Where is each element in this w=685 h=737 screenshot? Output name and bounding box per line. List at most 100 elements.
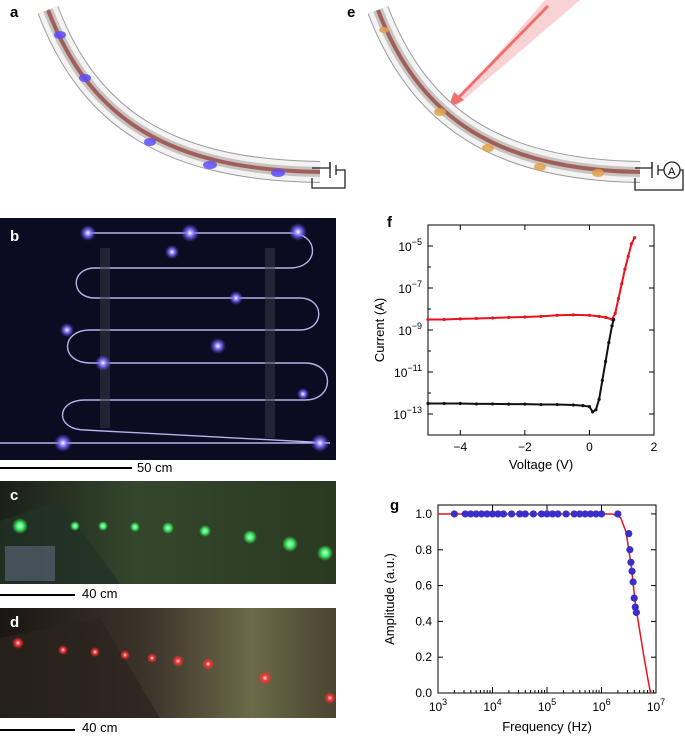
- data-point: [507, 510, 516, 518]
- x-tick-label: 107: [647, 697, 665, 714]
- scale-bar-d: [0, 729, 75, 731]
- series-line: [428, 319, 615, 414]
- data-point: [587, 510, 595, 518]
- data-point: [603, 359, 608, 364]
- x-tick-label: −4: [453, 440, 467, 454]
- data-point: [537, 510, 546, 518]
- data-point: [592, 510, 600, 518]
- detector-dot: [534, 163, 546, 171]
- x-tick-label: 0: [586, 440, 593, 454]
- photo-d: [0, 608, 336, 718]
- x-tick-label: 105: [538, 697, 556, 714]
- data-point: [597, 510, 606, 518]
- blue-emitter-dot: [203, 161, 217, 169]
- data-series: [426, 236, 637, 322]
- data-point: [507, 402, 511, 406]
- data-point: [562, 510, 570, 518]
- panel-label-e: e: [347, 4, 356, 21]
- photo-c-drawing: [0, 481, 336, 584]
- data-point: [626, 254, 630, 259]
- photo-b-drawing: [0, 218, 336, 460]
- data-point: [529, 510, 537, 518]
- series-line: [428, 237, 636, 321]
- data-point: [426, 317, 430, 322]
- data-point: [523, 402, 527, 406]
- data-point: [458, 317, 462, 321]
- y-tick-label: 10−11: [394, 363, 422, 380]
- x-tick-label: 103: [429, 697, 447, 714]
- data-point: [539, 314, 543, 318]
- data-point: [632, 608, 640, 617]
- data-point: [548, 510, 557, 518]
- data-point: [623, 267, 627, 271]
- x-tick-label: 106: [592, 697, 610, 714]
- data-point: [442, 401, 446, 406]
- data-point: [483, 510, 491, 518]
- blue-emitter-group: [54, 31, 285, 177]
- x-tick-label: −2: [518, 440, 532, 454]
- data-point: [576, 510, 584, 518]
- data-point: [612, 317, 616, 322]
- data-point: [633, 236, 637, 240]
- y-tick-label: 10−13: [393, 405, 422, 422]
- data-point: [603, 315, 608, 319]
- data-point: [627, 558, 635, 566]
- data-point: [613, 311, 617, 315]
- data-point: [474, 402, 479, 406]
- data-point: [490, 316, 495, 320]
- x-axis-label: Voltage (V): [509, 457, 573, 472]
- light-beam-arrow: [456, 4, 550, 100]
- data-point: [587, 313, 592, 317]
- scale-label-d: 40 cm: [82, 720, 118, 735]
- chart-g-frequency-response: 103 104 105 106 107 0.0 0.2 0.4 0.6 0.8 1.0 Frequen…: [382, 504, 665, 734]
- data-point: [442, 317, 446, 322]
- y-tick-label: 0.2: [415, 650, 432, 664]
- data-point: [594, 408, 598, 412]
- blue-emitter-dot: [54, 31, 66, 39]
- data-point: [626, 546, 634, 554]
- y-tick-label: 0.6: [415, 579, 432, 593]
- y-tick-label: 0.0: [415, 686, 432, 700]
- x-axis-label: Frequency (Hz): [502, 719, 592, 734]
- y-axis-label: Current (A): [372, 298, 387, 362]
- fiber-schematic-a: [37, 6, 346, 189]
- data-point: [555, 313, 559, 317]
- blue-emitter-dot: [271, 169, 285, 177]
- data-point: [478, 510, 486, 518]
- data-point: [597, 397, 601, 401]
- ammeter-symbol: A: [668, 166, 676, 178]
- data-point: [499, 510, 507, 518]
- panel-label-d: d: [10, 614, 20, 631]
- detector-dot: [379, 27, 389, 33]
- y-tick-label: 10−9: [398, 321, 422, 338]
- panel-label-f: f: [387, 214, 392, 231]
- y-tick-label: 0.4: [415, 614, 432, 628]
- blue-emitter-dot: [144, 138, 156, 146]
- y-tick-label: 10−5: [398, 237, 422, 254]
- data-point: [450, 510, 458, 518]
- scale-label-c: 40 cm: [82, 586, 118, 601]
- detector-dot: [434, 108, 446, 116]
- x-tick-label: 104: [483, 697, 501, 714]
- data-point: [543, 510, 551, 518]
- data-point: [458, 401, 462, 406]
- data-point: [610, 324, 614, 328]
- photo-d-drawing: [0, 608, 336, 718]
- data-point: [555, 402, 559, 407]
- data-point: [616, 296, 621, 301]
- data-point: [600, 378, 604, 382]
- scale-label-b: 50 cm: [137, 460, 173, 475]
- data-point: [516, 510, 524, 518]
- battery-circuit: [311, 162, 346, 189]
- y-tick-label: 10−7: [398, 279, 422, 296]
- y-axis-label: Amplitude (a.u.): [382, 553, 397, 645]
- data-point: [472, 510, 480, 518]
- data-point: [461, 510, 469, 518]
- data-point: [629, 578, 637, 586]
- data-point: [628, 567, 636, 575]
- data-point: [523, 315, 527, 319]
- x-tick-label: 2: [651, 440, 658, 454]
- y-tick-label: 0.8: [415, 543, 432, 557]
- data-point: [494, 510, 502, 518]
- y-tick-label: 1.0: [415, 507, 432, 521]
